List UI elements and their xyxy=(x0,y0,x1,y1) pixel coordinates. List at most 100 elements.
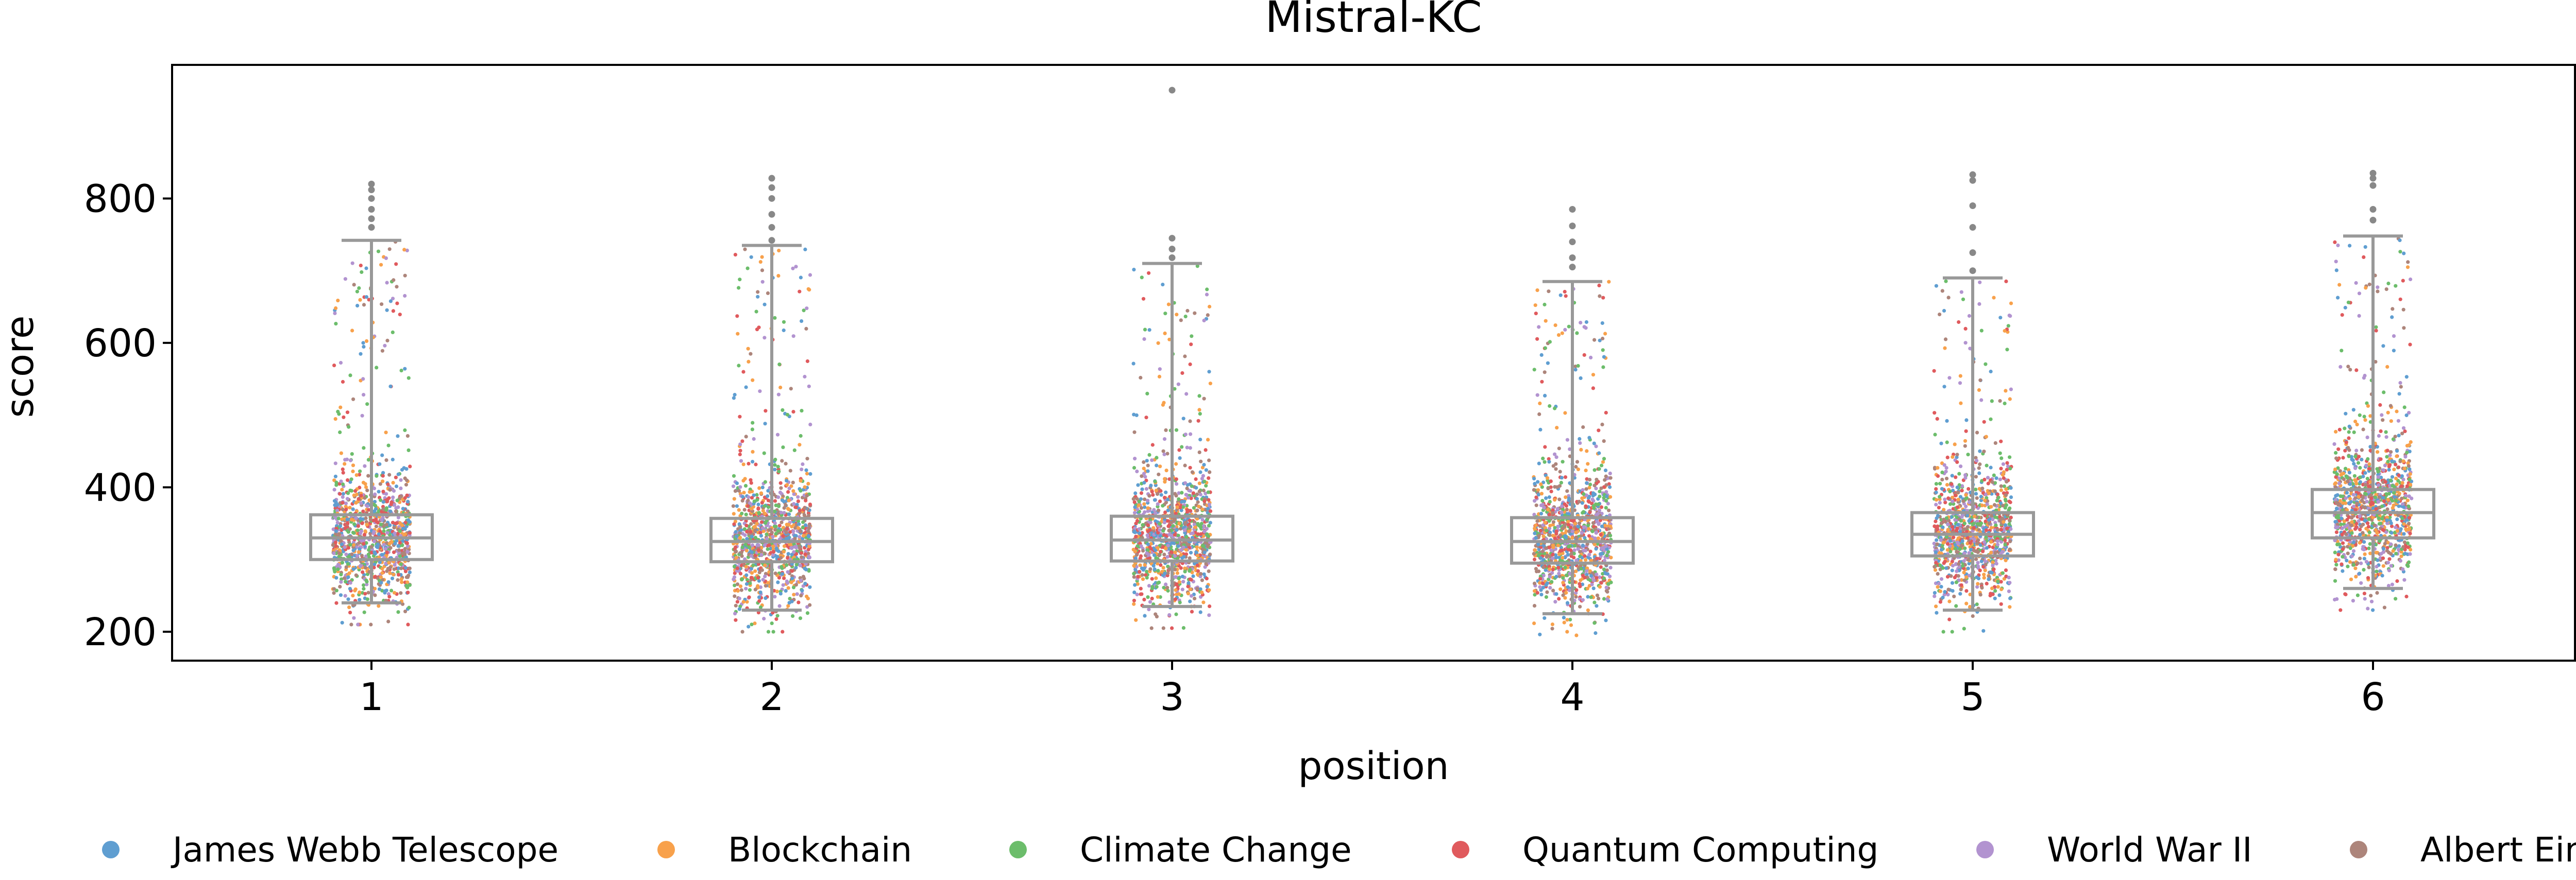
strip-point xyxy=(408,464,412,469)
strip-point xyxy=(384,554,388,558)
strip-point xyxy=(365,402,369,406)
strip-point xyxy=(1944,279,1948,283)
strip-point xyxy=(340,561,345,565)
strip-point xyxy=(1599,581,1603,585)
strip-point xyxy=(1156,341,1160,345)
strip-point xyxy=(1132,268,1136,272)
strip-point xyxy=(1132,500,1137,504)
strip-point xyxy=(1141,297,1146,301)
strip-point xyxy=(1197,394,1201,398)
strip-point xyxy=(796,526,801,530)
strip-point xyxy=(405,493,409,497)
strip-point xyxy=(741,495,745,499)
strip-point xyxy=(407,606,411,610)
strip-point xyxy=(1600,463,1604,468)
strip-point xyxy=(1601,348,1605,352)
strip-point xyxy=(1183,522,1188,526)
strip-point xyxy=(338,430,342,435)
strip-point xyxy=(405,550,410,554)
strip-point xyxy=(1567,496,1571,501)
strip-point xyxy=(1563,327,1567,332)
strip-point xyxy=(1577,499,1581,504)
strip-point xyxy=(1592,542,1597,546)
strip-point xyxy=(400,602,405,606)
strip-point xyxy=(1201,544,1206,548)
strip-point xyxy=(1939,441,1943,445)
strip-point xyxy=(773,499,777,503)
strip-point xyxy=(750,571,754,575)
strip-point xyxy=(365,523,369,527)
strip-point xyxy=(1165,585,1170,590)
strip-point xyxy=(747,545,751,549)
strip-point xyxy=(1548,404,1552,408)
strip-point xyxy=(392,567,396,571)
strip-point xyxy=(1974,456,1978,460)
strip-point xyxy=(2007,589,2011,593)
strip-point xyxy=(1189,432,1193,436)
strip-point xyxy=(747,625,751,629)
strip-point xyxy=(379,575,383,579)
strip-point xyxy=(364,266,368,270)
strip-point xyxy=(344,507,348,512)
strip-point xyxy=(360,521,364,525)
strip-point xyxy=(1167,613,1172,617)
strip-point xyxy=(1601,572,1605,576)
strip-point xyxy=(1595,477,1599,481)
strip-point xyxy=(1935,538,1939,542)
strip-point xyxy=(1959,578,1963,582)
strip-point xyxy=(1185,486,1189,491)
strip-point xyxy=(1158,499,1162,504)
strip-point xyxy=(1596,536,1600,540)
strip-point xyxy=(1557,572,1561,576)
strip-point xyxy=(1546,508,1550,512)
strip-point xyxy=(1547,457,1551,461)
strip-point xyxy=(760,268,765,272)
strip-point xyxy=(749,255,753,259)
strip-point xyxy=(1582,525,1586,529)
strip-point xyxy=(796,495,800,499)
strip-point xyxy=(1553,452,1557,456)
strip-point xyxy=(1543,616,1547,620)
strip-point xyxy=(1158,367,1162,371)
strip-point xyxy=(1592,600,1597,605)
strip-point xyxy=(1586,608,1590,612)
strip-point xyxy=(1576,364,1580,368)
strip-point xyxy=(1567,529,1571,533)
strip-point xyxy=(750,496,754,500)
strip-point xyxy=(1184,552,1189,556)
strip-point xyxy=(1541,581,1545,585)
strip-point xyxy=(1549,489,1553,494)
strip-point xyxy=(348,373,352,377)
strip-point xyxy=(1943,497,1947,502)
strip-point xyxy=(1133,556,1138,560)
strip-point xyxy=(1202,318,1206,323)
strip-point xyxy=(1146,506,1150,510)
strip-point xyxy=(1998,316,2003,320)
strip-point xyxy=(791,480,795,485)
strip-point xyxy=(744,435,748,439)
strip-point xyxy=(1183,354,1187,358)
strip-point xyxy=(1207,458,1211,462)
strip-point xyxy=(1206,507,1210,511)
strip-point xyxy=(805,605,809,609)
strip-point xyxy=(1544,496,1548,501)
strip-point xyxy=(784,503,788,507)
strip-point xyxy=(405,434,410,438)
strip-point xyxy=(1566,523,1570,527)
strip-point xyxy=(1196,500,1200,504)
strip-point xyxy=(1538,581,1542,585)
strip-point xyxy=(1184,548,1189,552)
strip-point xyxy=(1975,430,1979,435)
strip-point xyxy=(1553,600,1557,604)
strip-point xyxy=(1561,576,1565,580)
strip-point xyxy=(336,567,340,572)
strip-point xyxy=(1553,498,1557,502)
strip-point xyxy=(363,496,367,500)
strip-point xyxy=(1566,544,1571,549)
strip-point xyxy=(1167,528,1171,533)
strip-point xyxy=(356,524,361,528)
strip-point xyxy=(1608,471,1612,476)
strip-point xyxy=(381,500,385,504)
strip-point xyxy=(1201,600,1206,605)
strip-point xyxy=(800,551,804,555)
